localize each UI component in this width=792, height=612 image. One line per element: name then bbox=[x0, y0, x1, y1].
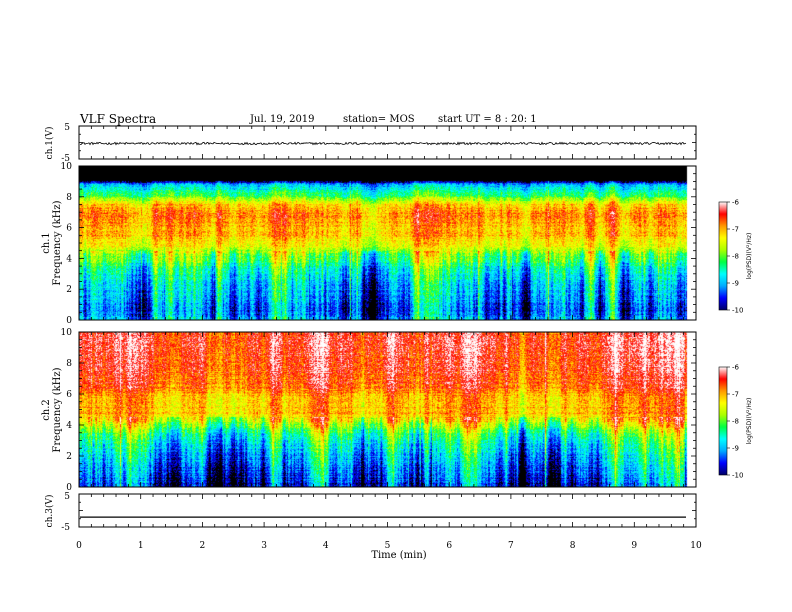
ch1-colorbar-ticks: -6 -7 -8 -9 -10 bbox=[727, 199, 743, 315]
ch2-spectrogram-ylabel-freq: Frequency (kHz) bbox=[52, 367, 63, 452]
ch2-colorbar-tick-label--9: -9 bbox=[732, 445, 739, 453]
ch1-spectrogram-xticks bbox=[78, 166, 697, 320]
time-axis-label: Time (min) bbox=[371, 550, 426, 561]
ch2-spectrogram-xticks bbox=[78, 332, 697, 487]
ch1-colorbar-tick-label--8: -8 bbox=[732, 253, 739, 261]
ch1-colorbar-image bbox=[719, 202, 727, 310]
ch1-ytick-bottom: -5 bbox=[61, 154, 70, 164]
ch1-spectrogram-ytick-label-8: 8 bbox=[66, 193, 72, 203]
time-tick-label-6: 6 bbox=[446, 541, 452, 551]
ch1-spectrogram-ylabel: ch.1 bbox=[41, 232, 52, 254]
ch1-spectrogram-ytick-label-0: 0 bbox=[66, 316, 72, 326]
ch2-spectrogram-ytick-label-6: 6 bbox=[66, 390, 72, 400]
ch2-spectrogram-image bbox=[79, 332, 696, 487]
ch2-spectrogram-ytick-label-0: 0 bbox=[66, 483, 72, 493]
ch3-waveform-ylabel: ch.3(V) bbox=[44, 495, 55, 528]
ch1-spectrogram-ytick-label-4: 4 bbox=[66, 254, 72, 264]
time-axis-tick-labels: 0 1 2 3 4 5 6 7 8 9 10 bbox=[76, 541, 702, 551]
ch1-spectrogram-frame bbox=[78, 165, 697, 321]
time-tick-label-5: 5 bbox=[385, 541, 391, 551]
station-label: station= MOS bbox=[343, 114, 415, 125]
ch3-ytick-bottom: -5 bbox=[61, 523, 70, 533]
ch2-colorbar-frame bbox=[718, 366, 728, 476]
ch2-spectrogram-yticks: 0 2 4 6 8 10 bbox=[61, 328, 696, 493]
time-tick-label-7: 7 bbox=[508, 541, 514, 551]
time-tick-label-2: 2 bbox=[200, 541, 206, 551]
ch1-colorbar-tick-label--10: -10 bbox=[732, 307, 743, 315]
time-tick-label-4: 4 bbox=[323, 541, 329, 551]
ch2-colorbar-ticks: -6 -7 -8 -9 -10 bbox=[727, 364, 743, 480]
ch2-spectrogram-ytick-label-2: 2 bbox=[66, 452, 72, 462]
ch1-spectrogram-ytick-label-10: 10 bbox=[61, 162, 73, 172]
ch2-colorbar-image bbox=[719, 367, 727, 475]
ch2-spectrogram-ytick-label-4: 4 bbox=[66, 421, 72, 431]
ch1-spectrogram-ylabel-freq: Frequency (kHz) bbox=[52, 200, 63, 285]
ch1-ytick-top: 5 bbox=[64, 123, 70, 133]
time-tick-label-10: 10 bbox=[690, 541, 702, 551]
ch2-spectrogram-ylabel: ch.2 bbox=[41, 399, 52, 421]
ch1-colorbar-label: log(PSD)(V²/Hz) bbox=[746, 233, 753, 280]
ch2-spectrogram-panel: 0 2 4 6 8 10 ch.2 Frequency (kHz) -6 -7 -8 -9 -10… bbox=[41, 328, 753, 493]
ch1-colorbar-tick-label--7: -7 bbox=[732, 226, 739, 234]
start-time-label: start UT = 8 : 20: 1 bbox=[438, 114, 537, 125]
ch2-colorbar-tick-label--7: -7 bbox=[732, 391, 739, 399]
ch1-spectrogram-yticks: 0 2 4 6 8 10 bbox=[61, 162, 696, 326]
ch2-spectrogram-ytick-label-8: 8 bbox=[66, 359, 72, 369]
ch1-waveform-ylabel: ch.1(V) bbox=[44, 127, 55, 160]
ch3-waveform-xticks bbox=[78, 493, 697, 528]
ch2-spectrogram-ytick-label-10: 10 bbox=[61, 328, 73, 338]
time-tick-label-9: 9 bbox=[631, 541, 637, 551]
ch1-waveform-xticks bbox=[78, 125, 697, 160]
ch3-waveform-panel: 5 -5 ch.3(V) bbox=[44, 492, 697, 533]
ch1-colorbar-tick-label--9: -9 bbox=[732, 280, 739, 288]
ch2-colorbar-tick-label--6: -6 bbox=[732, 364, 740, 372]
time-tick-label-0: 0 bbox=[76, 541, 82, 551]
ch1-waveform-line bbox=[79, 141, 687, 146]
ch3-ytick-top: 5 bbox=[64, 492, 70, 502]
ch2-spectrogram-frame bbox=[78, 331, 697, 488]
time-tick-label-3: 3 bbox=[261, 541, 267, 551]
time-tick-label-8: 8 bbox=[570, 541, 576, 551]
ch2-colorbar-tick-label--10: -10 bbox=[732, 472, 743, 480]
ch2-colorbar-label: log(PSD)(V²/Hz) bbox=[746, 398, 753, 445]
ch1-spectrogram-image bbox=[79, 166, 696, 320]
ch2-colorbar-tick-label--8: -8 bbox=[732, 418, 739, 426]
ch1-spectrogram-panel: 0 2 4 6 8 10 ch.1 Frequency (kHz) -6 -7 -8 -9 -10… bbox=[41, 162, 753, 326]
ch1-waveform-panel: 5 -5 ch.1(V) bbox=[44, 123, 697, 164]
ch1-spectrogram-ytick-label-2: 2 bbox=[66, 285, 72, 295]
ch1-colorbar-frame bbox=[718, 201, 728, 311]
ch1-spectrogram-ytick-label-6: 6 bbox=[66, 224, 72, 234]
chart-title: VLF Spectra bbox=[80, 112, 157, 126]
ch1-colorbar-tick-label--6: -6 bbox=[732, 199, 740, 207]
time-tick-label-1: 1 bbox=[138, 541, 144, 551]
date-label: Jul. 19, 2019 bbox=[250, 114, 315, 125]
